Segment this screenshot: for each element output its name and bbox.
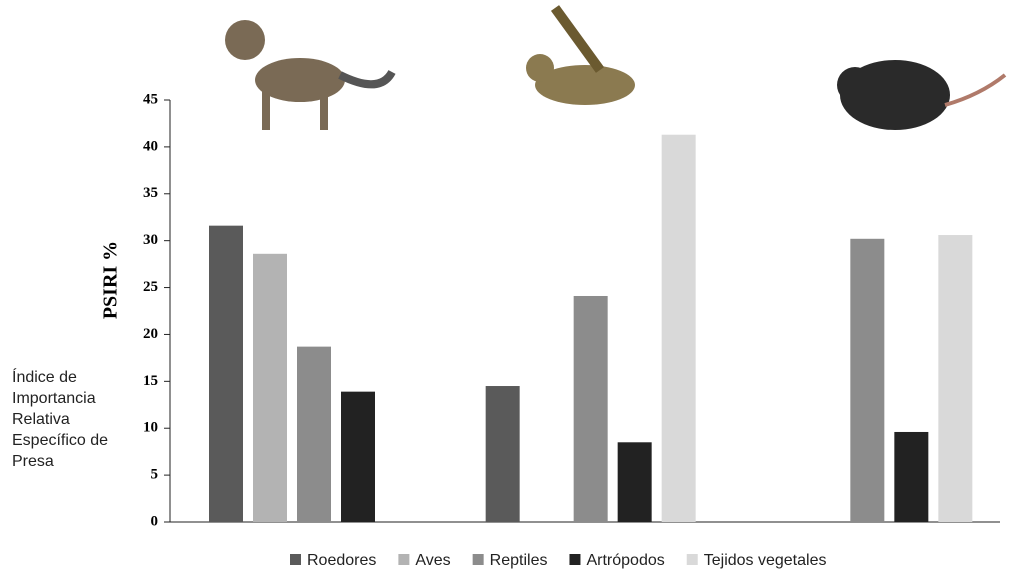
y-tick-label: 30 [143, 232, 158, 248]
legend-swatch [398, 554, 409, 565]
annotation-line: Específico de [12, 432, 108, 449]
y-axis-label: PSIRI % [100, 241, 122, 319]
bar [618, 442, 652, 522]
bar [486, 386, 520, 522]
bar [574, 296, 608, 522]
y-tick-label: 15 [143, 373, 158, 389]
bar [850, 239, 884, 522]
bar [253, 254, 287, 522]
bar [938, 235, 972, 522]
y-tick-label: 35 [143, 185, 158, 201]
rat-illustration [837, 60, 1005, 130]
annotation-line: Presa [12, 453, 54, 470]
bar [662, 135, 696, 522]
annotation-line: Relativa [12, 411, 70, 428]
y-tick-label: 20 [143, 326, 158, 342]
chart: PSIRI % Índice de Importancia Relativa E… [0, 0, 1013, 573]
bar [341, 392, 375, 522]
y-tick-label: 25 [143, 279, 158, 295]
legend-label: Reptiles [490, 552, 548, 569]
cat-illustration [225, 20, 392, 130]
annotation-line: Importancia [12, 390, 96, 407]
legend-swatch [290, 554, 301, 565]
legend-swatch [687, 554, 698, 565]
bar [894, 432, 928, 522]
y-tick-label: 0 [151, 513, 159, 529]
y-tick-label: 10 [143, 420, 158, 436]
legend-swatch [569, 554, 580, 565]
annotation: Índice de Importancia Relativa Específic… [12, 367, 113, 470]
y-tick-label: 40 [143, 138, 158, 154]
lizard-illustration [526, 8, 635, 105]
bar [297, 347, 331, 522]
y-tick-label: 45 [143, 91, 158, 107]
y-tick-label: 5 [151, 467, 159, 483]
legend-label: Artrópodos [586, 552, 664, 569]
legend-swatch [473, 554, 484, 565]
legend-label: Aves [415, 552, 450, 569]
legend-label: Roedores [307, 552, 376, 569]
legend-label: Tejidos vegetales [704, 552, 827, 569]
bar [209, 226, 243, 522]
annotation-line: Índice de [12, 367, 77, 386]
